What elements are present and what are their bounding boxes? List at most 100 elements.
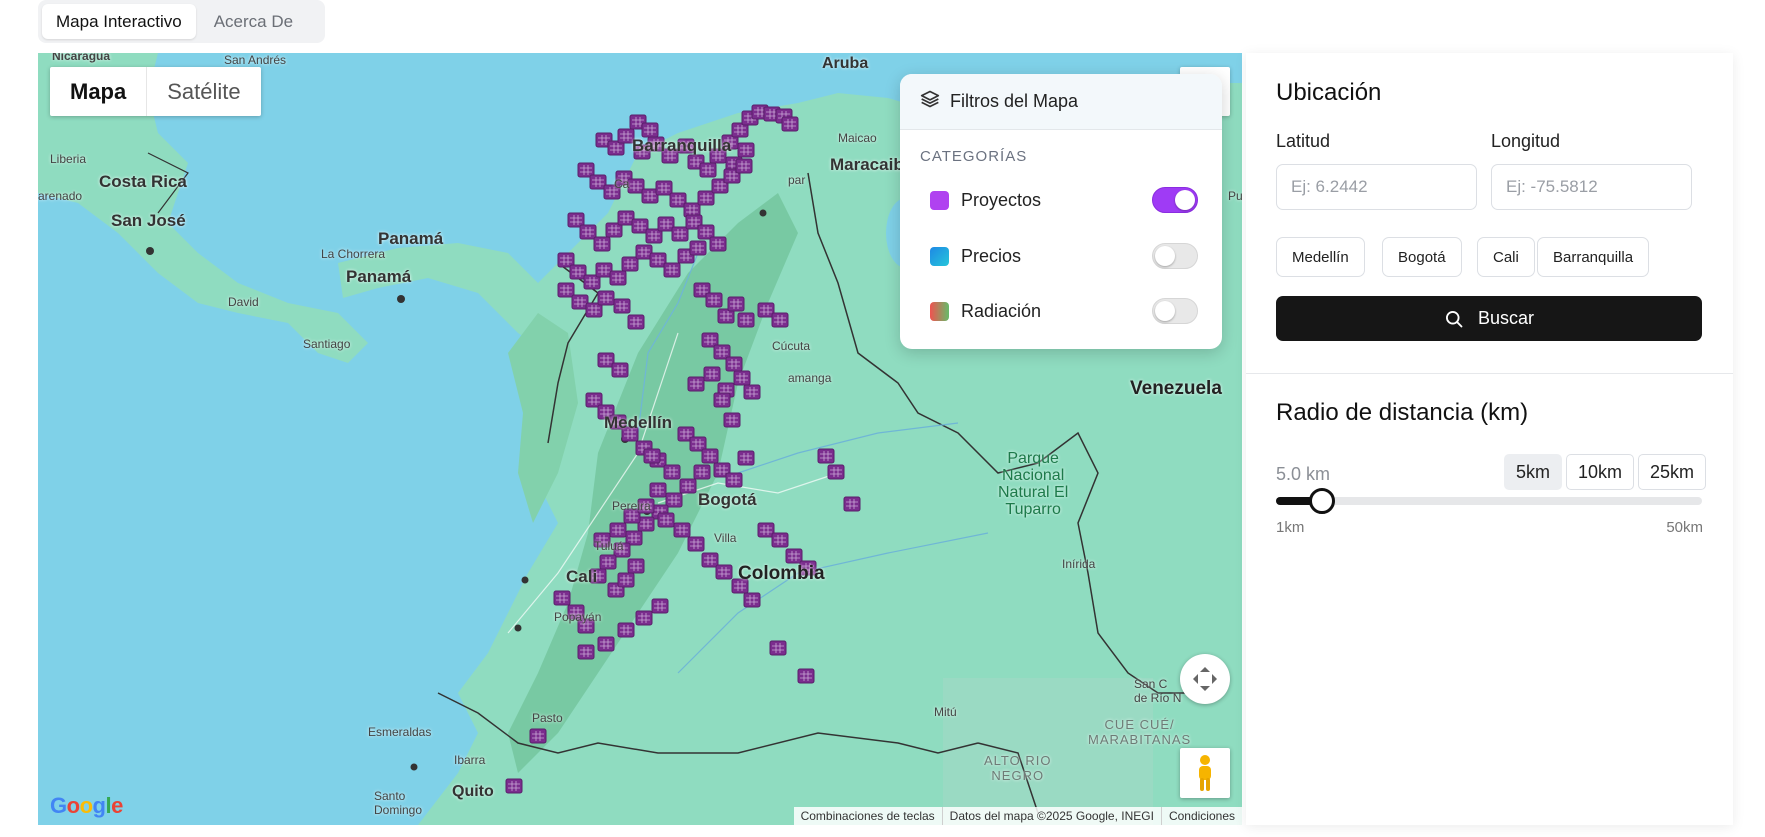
solar-project-marker[interactable]: [647, 136, 665, 152]
solar-project-marker[interactable]: [599, 554, 617, 570]
solar-project-marker[interactable]: [733, 370, 751, 386]
solar-project-marker[interactable]: [721, 134, 739, 150]
solar-project-marker[interactable]: [679, 478, 697, 494]
solar-project-marker[interactable]: [673, 522, 691, 538]
solar-project-marker[interactable]: [693, 464, 711, 480]
solar-project-marker[interactable]: [617, 210, 635, 226]
solar-project-marker[interactable]: [607, 140, 625, 156]
solar-project-marker[interactable]: [613, 542, 631, 558]
tab-acerca-de[interactable]: Acerca De: [213, 11, 294, 31]
solar-project-marker[interactable]: [577, 618, 595, 634]
search-button[interactable]: Buscar: [1276, 296, 1702, 341]
solar-project-marker[interactable]: [665, 492, 683, 508]
solar-project-marker[interactable]: [785, 548, 803, 564]
keyboard-shortcuts-link[interactable]: Combinaciones de teclas: [794, 807, 943, 825]
solar-project-marker[interactable]: [687, 376, 705, 392]
solar-project-marker[interactable]: [709, 236, 727, 252]
solar-project-marker[interactable]: [715, 564, 733, 580]
solar-project-marker[interactable]: [657, 216, 675, 232]
solar-project-marker[interactable]: [589, 568, 607, 584]
solar-project-marker[interactable]: [669, 192, 687, 208]
map-canvas[interactable]: Nicaragua San Andrés Aruba Liberia Costa…: [38, 53, 1242, 825]
solar-project-marker[interactable]: [771, 312, 789, 328]
radius-preset-25km[interactable]: 25km: [1638, 454, 1707, 490]
solar-project-marker[interactable]: [617, 128, 635, 144]
solar-project-marker[interactable]: [505, 778, 523, 794]
radius-preset-10km[interactable]: 10km: [1566, 454, 1635, 490]
map-type-mapa-button[interactable]: Mapa: [70, 78, 127, 104]
solar-project-marker[interactable]: [737, 142, 755, 158]
solar-project-marker[interactable]: [637, 498, 655, 514]
solar-project-marker[interactable]: [731, 122, 749, 138]
solar-project-marker[interactable]: [703, 366, 721, 382]
solar-project-marker[interactable]: [651, 598, 669, 614]
solar-project-marker[interactable]: [637, 516, 655, 532]
solar-project-marker[interactable]: [613, 298, 631, 314]
city-chip-bogota[interactable]: Bogotá: [1382, 237, 1462, 277]
solar-project-marker[interactable]: [617, 622, 635, 638]
solar-project-marker[interactable]: [597, 352, 615, 368]
toggle-precios[interactable]: [1152, 243, 1198, 269]
solar-project-marker[interactable]: [771, 532, 789, 548]
solar-project-marker[interactable]: [617, 572, 635, 588]
solar-project-marker[interactable]: [697, 190, 715, 206]
solar-project-marker[interactable]: [597, 636, 615, 652]
solar-project-marker[interactable]: [529, 728, 547, 744]
solar-project-marker[interactable]: [627, 558, 645, 574]
radius-slider[interactable]: [1276, 488, 1702, 514]
solar-project-marker[interactable]: [671, 226, 689, 242]
solar-project-marker[interactable]: [799, 560, 817, 576]
solar-project-marker[interactable]: [697, 224, 715, 240]
toggle-proyectos[interactable]: [1152, 187, 1198, 213]
solar-project-marker[interactable]: [569, 264, 587, 280]
camera-control-button[interactable]: [1180, 654, 1230, 704]
solar-project-marker[interactable]: [705, 292, 723, 308]
solar-project-marker[interactable]: [627, 314, 645, 330]
solar-project-marker[interactable]: [625, 530, 643, 546]
solar-project-marker[interactable]: [627, 178, 645, 194]
solar-project-marker[interactable]: [657, 512, 675, 528]
solar-project-marker[interactable]: [797, 668, 815, 684]
solar-project-marker[interactable]: [737, 312, 755, 328]
solar-project-marker[interactable]: [609, 270, 627, 286]
solar-project-marker[interactable]: [553, 590, 571, 606]
solar-project-marker[interactable]: [757, 302, 775, 318]
solar-project-marker[interactable]: [621, 426, 639, 442]
solar-project-marker[interactable]: [645, 228, 663, 244]
solar-project-marker[interactable]: [623, 508, 641, 524]
solar-project-marker[interactable]: [757, 522, 775, 538]
solar-project-marker[interactable]: [843, 496, 861, 512]
solar-project-marker[interactable]: [635, 610, 653, 626]
solar-project-marker[interactable]: [689, 436, 707, 452]
solar-project-marker[interactable]: [731, 578, 749, 594]
city-chip-barranquilla[interactable]: Barranquilla: [1537, 237, 1650, 277]
city-chip-cali[interactable]: Cali: [1477, 237, 1535, 277]
solar-project-marker[interactable]: [655, 180, 673, 196]
solar-project-marker[interactable]: [701, 448, 719, 464]
solar-project-marker[interactable]: [583, 274, 601, 290]
solar-project-marker[interactable]: [661, 148, 679, 164]
solar-project-marker[interactable]: [727, 296, 745, 312]
tab-mapa-interactivo[interactable]: Mapa Interactivo: [42, 4, 196, 39]
solar-project-marker[interactable]: [699, 162, 717, 178]
solar-project-marker[interactable]: [663, 464, 681, 480]
solar-project-marker[interactable]: [633, 144, 651, 160]
radius-slider-thumb[interactable]: [1308, 488, 1335, 514]
solar-project-marker[interactable]: [735, 158, 753, 174]
longitude-input[interactable]: [1491, 164, 1692, 210]
solar-project-marker[interactable]: [663, 262, 681, 278]
solar-project-marker[interactable]: [781, 116, 799, 132]
solar-project-marker[interactable]: [643, 448, 661, 464]
solar-project-marker[interactable]: [725, 356, 743, 372]
solar-project-marker[interactable]: [827, 464, 845, 480]
solar-project-marker[interactable]: [597, 290, 615, 306]
solar-project-marker[interactable]: [585, 392, 603, 408]
terms-link[interactable]: Condiciones: [1168, 809, 1235, 823]
solar-project-marker[interactable]: [635, 244, 653, 260]
solar-project-marker[interactable]: [641, 188, 659, 204]
solar-project-marker[interactable]: [557, 252, 575, 268]
solar-project-marker[interactable]: [589, 174, 607, 190]
solar-project-marker[interactable]: [579, 224, 597, 240]
solar-project-marker[interactable]: [585, 302, 603, 318]
solar-project-marker[interactable]: [609, 414, 627, 430]
